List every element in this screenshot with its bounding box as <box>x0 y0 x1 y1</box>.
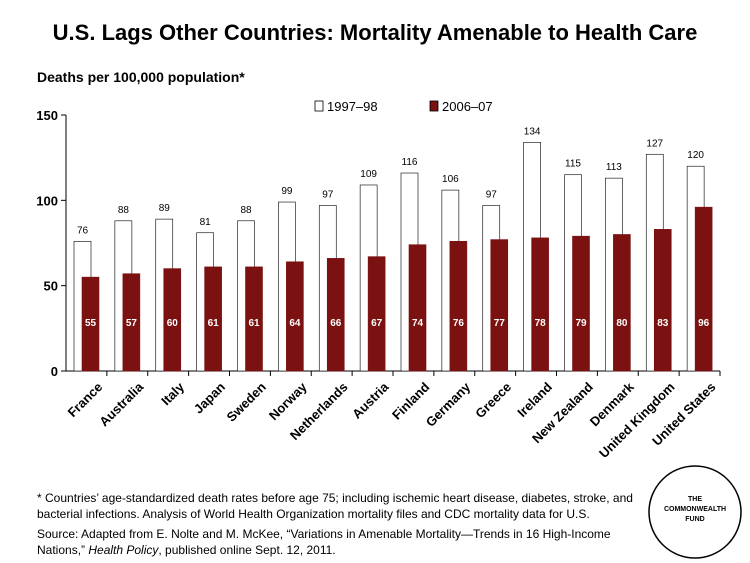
legend-swatch <box>429 100 439 112</box>
value-label: 89 <box>159 203 171 214</box>
bar <box>653 229 672 372</box>
y-tick-label: 50 <box>44 279 58 294</box>
value-label: 83 <box>657 318 669 329</box>
value-label: 134 <box>524 126 541 137</box>
bar <box>694 206 713 372</box>
legend-label: 2006–07 <box>442 99 493 114</box>
value-label: 97 <box>486 189 498 200</box>
value-label: 55 <box>85 318 97 329</box>
bar <box>408 244 427 372</box>
bar <box>122 273 141 372</box>
value-label: 76 <box>77 225 89 236</box>
chart-title: U.S. Lags Other Countries: Mortality Ame… <box>53 20 698 45</box>
legend-swatch <box>314 100 324 112</box>
value-label: 96 <box>698 318 710 329</box>
value-label: 64 <box>289 318 301 329</box>
x-tick-label: Japan <box>191 379 228 416</box>
source-text: Source: Adapted from E. Nolte and M. McK… <box>37 527 611 557</box>
x-tick-label: Austria <box>349 379 392 422</box>
bar <box>613 234 631 372</box>
logo-text: COMMONWEALTH <box>664 506 726 513</box>
value-label: 88 <box>240 205 252 216</box>
value-label: 74 <box>412 318 424 329</box>
bar <box>490 239 509 372</box>
value-label: 115 <box>565 159 581 170</box>
value-label: 120 <box>687 150 704 161</box>
y-tick-label: 150 <box>36 108 58 123</box>
x-tick-label: Italy <box>158 379 188 409</box>
value-label: 80 <box>616 318 628 329</box>
logo-text: FUND <box>685 516 704 523</box>
value-label: 77 <box>494 318 506 329</box>
bar <box>204 266 222 372</box>
legend-label: 1997–98 <box>327 99 378 114</box>
bar <box>163 268 182 372</box>
value-label: 99 <box>281 186 293 197</box>
value-label: 113 <box>606 162 622 173</box>
bar <box>449 240 468 372</box>
bar <box>367 256 386 372</box>
bar <box>326 258 345 372</box>
logo-text: THE <box>688 496 702 503</box>
value-label: 67 <box>371 318 383 329</box>
y-axis-label: Deaths per 100,000 population* <box>37 69 245 85</box>
value-label: 79 <box>575 318 587 329</box>
x-tick-label: United Kingdom <box>596 379 678 461</box>
x-tick-label: Australia <box>96 379 146 429</box>
source-journal: Health Policy <box>88 543 159 557</box>
source: Source: Adapted from E. Nolte and M. McK… <box>37 526 642 558</box>
value-label: 61 <box>208 318 220 329</box>
bar <box>531 237 549 372</box>
x-tick-label: Greece <box>472 379 514 421</box>
y-tick-label: 0 <box>51 364 58 379</box>
x-tick-label: Germany <box>423 379 474 430</box>
bar <box>245 266 263 372</box>
value-label: 57 <box>126 318 138 329</box>
value-label: 66 <box>330 318 342 329</box>
source-text: , published online Sept. 12, 2011. <box>158 543 336 557</box>
x-tick-label: Ireland <box>514 379 555 420</box>
logo-circle <box>648 465 742 559</box>
bar <box>286 261 304 372</box>
x-tick-label: Sweden <box>223 379 268 424</box>
value-label: 60 <box>167 318 179 329</box>
footnote: * Countries’ age-standardized death rate… <box>37 491 633 521</box>
bar <box>572 235 590 372</box>
value-label: 127 <box>646 138 663 149</box>
value-label: 81 <box>200 217 212 228</box>
value-label: 116 <box>402 157 418 168</box>
value-label: 61 <box>248 318 260 329</box>
value-label: 78 <box>535 318 547 329</box>
value-label: 88 <box>118 205 130 216</box>
x-tick-label: France <box>65 379 106 420</box>
value-label: 106 <box>442 174 459 185</box>
value-label: 109 <box>360 169 377 180</box>
value-label: 76 <box>453 318 465 329</box>
value-label: 97 <box>322 189 334 200</box>
y-tick-label: 100 <box>36 193 58 208</box>
bar <box>81 276 100 372</box>
